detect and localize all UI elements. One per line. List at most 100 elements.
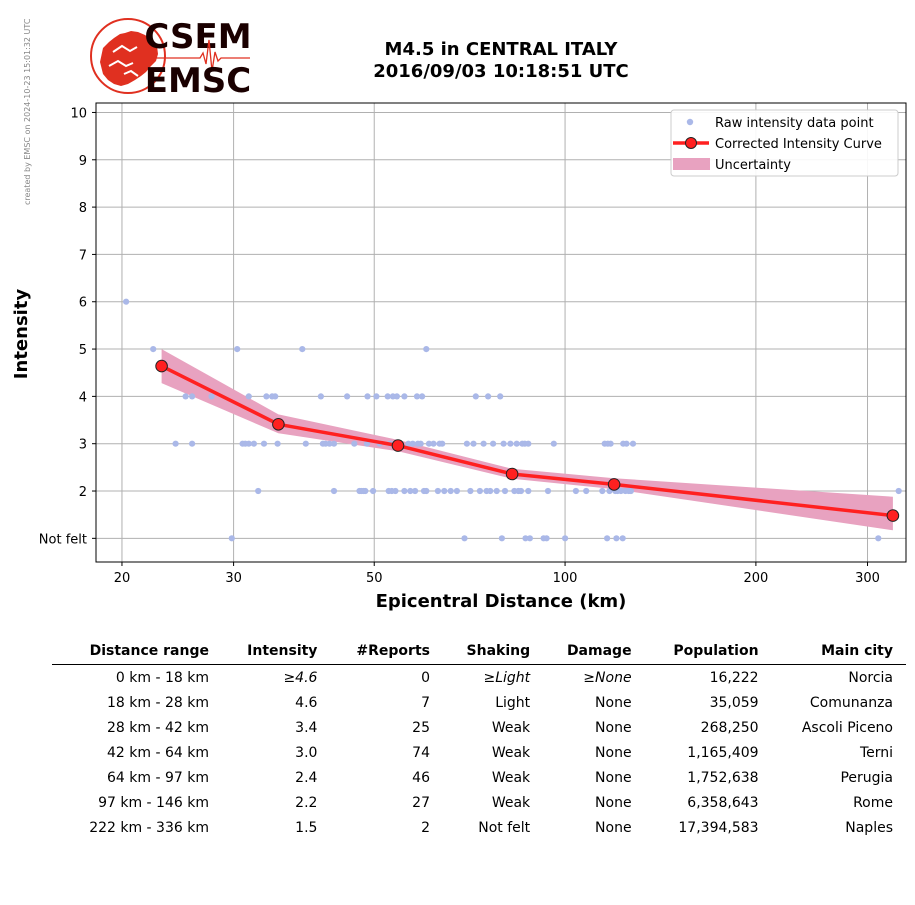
legend-curve-label: Corrected Intensity Curve: [715, 137, 882, 152]
raw-data-point: [344, 393, 351, 400]
cell-damage: None: [595, 820, 632, 836]
curve-point: [155, 359, 168, 373]
legend-box: [670, 109, 899, 177]
y-tick-label: 10: [70, 106, 87, 121]
raw-data-point: [544, 487, 552, 495]
cell-population: 1,752,638: [687, 770, 759, 786]
raw-data-point: [362, 487, 369, 495]
x-tick-label: 100: [553, 571, 578, 586]
raw-data-point: [467, 487, 474, 495]
raw-data-point: [439, 440, 446, 447]
cell-city: Naples: [845, 820, 893, 836]
cell-reports: 27: [412, 795, 430, 811]
logo-coast-lines: [108, 44, 139, 77]
cell-population: 268,250: [700, 720, 759, 736]
raw-data-point: [263, 393, 270, 400]
raw-data-point: [150, 346, 157, 353]
col-reports: #Reports: [330, 640, 443, 665]
cell-intensity: 3.4: [295, 720, 318, 736]
curve-point: [272, 418, 285, 431]
x-tick-label: 50: [366, 571, 383, 586]
y-tick-label: 8: [79, 201, 87, 216]
y-tick-label: 5: [79, 343, 87, 358]
raw-data-point: [182, 393, 189, 400]
chart-title: M4.5 in CENTRAL ITALY: [385, 39, 619, 60]
raw-data-point: [572, 487, 580, 495]
y-tick-label: 9: [79, 154, 87, 169]
raw-data-point: [172, 440, 179, 447]
legend-curve-marker: [685, 137, 697, 149]
y-axis-ticks: Not felt 2 3 4 5 6 7 8 9 10: [39, 106, 96, 547]
table-row: 28 km - 42 km 3.4 25 Weak None 268,250 Ascoli …: [52, 715, 906, 740]
cell-intensity: 4.6: [295, 695, 318, 711]
raw-data-point: [623, 440, 630, 447]
raw-data-point: [434, 487, 441, 495]
cell-intensity: 1.5: [295, 820, 318, 836]
cell-shaking: Weak: [491, 745, 531, 761]
cell-intensity: 2.4: [295, 770, 318, 786]
table-body: 0 km - 18 km ≥4.6 0 ≥Light ≥None 16,222 Norcia…: [52, 665, 906, 841]
cell-damage: ≥None: [583, 670, 632, 686]
raw-data-point: [493, 487, 500, 495]
raw-data-point: [526, 535, 534, 542]
logo-map-shape: [100, 31, 158, 86]
intensity-chart: CSEM EMSC M4.5 in CENTRAL ITALY 2016/09/…: [11, 17, 907, 612]
raw-data-point: [629, 440, 637, 447]
cell-city: Ascoli Piceno: [801, 720, 893, 736]
cell-damage: None: [595, 745, 632, 761]
legend-raw-marker: [686, 118, 694, 126]
y-axis-label: Intensity: [11, 289, 32, 380]
cell-city: Perugia: [840, 770, 893, 786]
cell-damage: None: [595, 695, 632, 711]
raw-data-point: [260, 440, 268, 447]
x-tick-label: 300: [855, 571, 880, 586]
legend: Raw intensity data point Corrected Inten…: [670, 109, 899, 177]
raw-data-point: [470, 440, 477, 447]
raw-data-point: [487, 487, 494, 495]
raw-data-point: [619, 535, 626, 542]
col-main-city: Main city: [771, 640, 906, 665]
raw-data-point: [299, 346, 306, 353]
cell-range: 222 km - 336 km: [89, 820, 209, 836]
raw-data-point: [485, 393, 492, 400]
raw-data-point: [500, 440, 507, 447]
raw-data-point: [326, 440, 333, 447]
table-row: 64 km - 97 km 2.4 46 Weak None 1,752,638 Perug…: [52, 765, 906, 790]
raw-data-point: [517, 487, 525, 495]
raw-data-point: [476, 487, 483, 495]
raw-data-point: [370, 487, 377, 495]
raw-data-point: [189, 393, 196, 400]
cell-range: 42 km - 64 km: [107, 745, 209, 761]
raw-data-point: [480, 440, 487, 447]
raw-data-point: [501, 487, 509, 495]
cell-city: Rome: [853, 795, 893, 811]
y-tick-label: 3: [79, 438, 87, 453]
cell-shaking: Light: [495, 695, 531, 711]
cell-reports: 0: [421, 670, 430, 686]
cell-shaking: Weak: [491, 720, 531, 736]
table-row: 0 km - 18 km ≥4.6 0 ≥Light ≥None 16,222 Norcia: [52, 665, 906, 691]
cell-city: Terni: [859, 745, 893, 761]
raw-data-point: [392, 487, 399, 495]
cell-damage: None: [595, 795, 632, 811]
cell-population: 35,059: [709, 695, 759, 711]
raw-data-point: [245, 393, 252, 400]
raw-data-point: [317, 393, 324, 400]
x-tick-label: 30: [225, 571, 242, 586]
raw-data-point: [401, 487, 408, 495]
raw-data-point: [417, 440, 424, 447]
raw-data-point: [393, 393, 400, 400]
raw-data-point: [401, 393, 408, 400]
cell-reports: 7: [421, 695, 430, 711]
raw-data-point: [330, 440, 338, 447]
raw-data-point: [543, 535, 550, 542]
raw-data-point: [875, 535, 882, 542]
uncertainty-band: [161, 349, 893, 531]
cell-reports: 2: [421, 820, 430, 836]
table-row: 222 km - 336 km 1.5 2 Not felt None 17,394,58…: [52, 815, 906, 840]
cell-intensity: ≥4.6: [283, 670, 318, 686]
raw-data-point: [351, 440, 358, 447]
cell-shaking: ≥Light: [483, 670, 531, 686]
curve-line: [160, 364, 894, 518]
legend-raw-label: Raw intensity data point: [715, 116, 874, 131]
